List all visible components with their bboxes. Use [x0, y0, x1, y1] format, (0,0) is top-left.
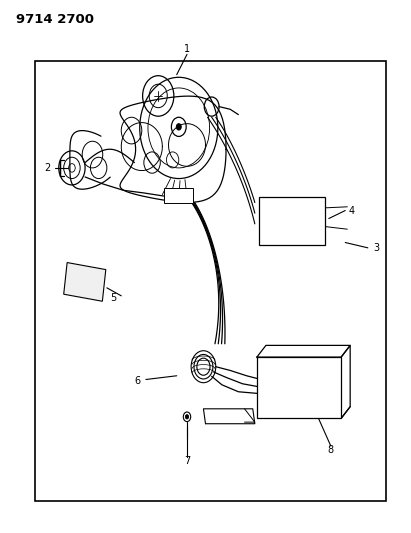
Text: 5: 5: [110, 294, 116, 303]
Text: 7: 7: [184, 456, 190, 466]
Text: 8: 8: [328, 446, 334, 455]
Polygon shape: [64, 263, 106, 301]
Bar: [164, 188, 193, 203]
Circle shape: [176, 124, 181, 130]
Text: 1: 1: [184, 44, 190, 54]
Bar: [257, 357, 341, 418]
Circle shape: [185, 415, 189, 419]
Text: 2: 2: [44, 163, 51, 173]
Circle shape: [171, 117, 186, 136]
Text: 9714 2700: 9714 2700: [16, 13, 95, 26]
Bar: [35, 61, 386, 501]
Bar: [259, 197, 325, 245]
Text: 4: 4: [349, 206, 354, 215]
Circle shape: [183, 412, 191, 422]
Text: 3: 3: [373, 243, 379, 253]
Circle shape: [69, 164, 75, 172]
Text: 6: 6: [135, 376, 141, 386]
